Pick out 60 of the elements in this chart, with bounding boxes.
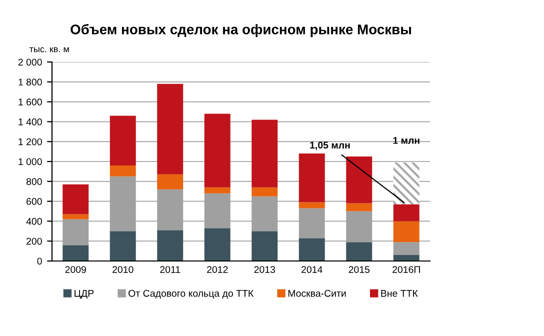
x-tick-label: 2012 [207, 266, 228, 273]
x-tick-label: 2014 [302, 266, 322, 273]
y-tick-label: 1 600 [18, 98, 42, 106]
bar [298, 238, 325, 261]
bar [346, 211, 372, 242]
bar [204, 187, 230, 194]
annotation: 1 млн [393, 137, 420, 144]
y-tick-label: 400 [26, 218, 42, 225]
y-tick-label: 1 000 [18, 158, 42, 166]
legend-label: Москва-Сити [288, 290, 346, 297]
bar [157, 84, 184, 174]
x-tick-label: 2009 [65, 266, 86, 273]
y-tick-label: 0 [37, 258, 42, 265]
bar [62, 219, 89, 246]
bar [298, 154, 325, 202]
annotation: 1,05 млн [310, 142, 350, 150]
bar [346, 203, 372, 212]
bar [110, 116, 136, 166]
bar [62, 184, 89, 214]
y-tick-label: 600 [26, 198, 42, 205]
bar [204, 114, 230, 188]
y-tick-label: 200 [26, 238, 42, 245]
bar [346, 242, 372, 261]
x-tick-label: 2011 [160, 266, 180, 273]
bar [252, 231, 278, 261]
y-tick-label: 1 800 [18, 78, 42, 86]
bar [252, 187, 278, 196]
bar [252, 196, 278, 232]
x-tick-label: 2015 [348, 266, 370, 273]
y-tick-label: 1 200 [18, 138, 42, 146]
chart-title: Объем новых сделок на офисном рынке Москвы [70, 24, 411, 38]
y-tick-label: 800 [26, 178, 42, 186]
bar [62, 245, 89, 261]
bar [298, 208, 325, 238]
legend-label: ЦДР [74, 290, 94, 299]
y-tick-label: 1 400 [18, 118, 42, 126]
x-tick-label: 2016П [392, 266, 420, 273]
bar [157, 174, 184, 190]
bar [393, 162, 420, 204]
legend-label: От Садового кольца до ТТК [128, 290, 254, 299]
bar [110, 231, 136, 261]
x-tick-label: 2013 [254, 266, 276, 273]
bar [204, 193, 230, 228]
bar [62, 214, 89, 220]
x-tick-label: 2010 [112, 266, 134, 273]
bar [393, 242, 420, 256]
bar [157, 230, 184, 261]
bar [110, 165, 136, 176]
bar [252, 120, 278, 188]
bar [157, 189, 184, 230]
bar [393, 255, 420, 261]
bar [393, 221, 420, 242]
y-tick-label: 2 000 [18, 58, 42, 66]
bar [204, 228, 230, 261]
bar [393, 204, 420, 222]
bar [298, 202, 325, 208]
bar [346, 156, 372, 204]
legend-label: Вне ТТК [381, 290, 418, 297]
y-axis-title: тыс. кв. м [29, 47, 69, 52]
bar [110, 176, 136, 232]
